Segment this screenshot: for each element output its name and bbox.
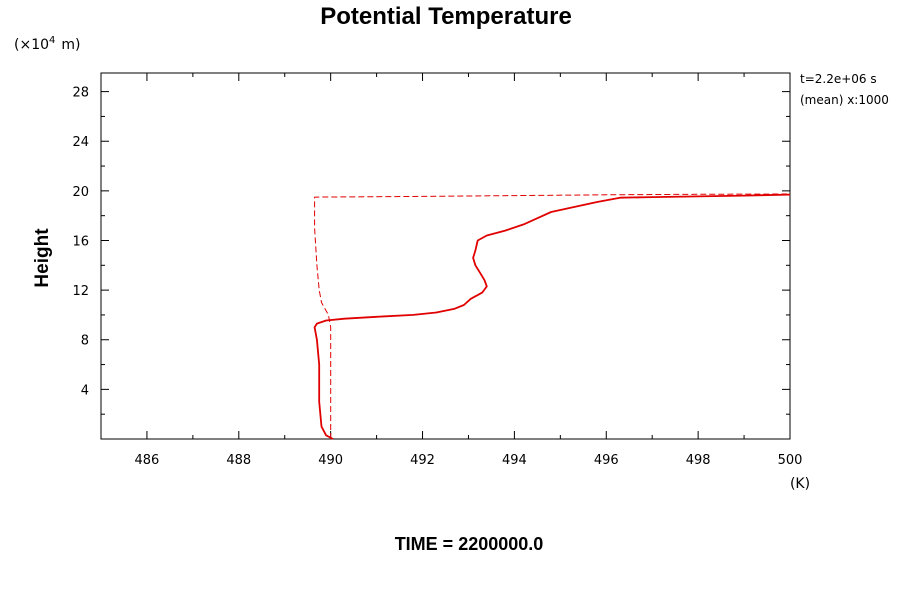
y-scale-prefix: (×10 <box>14 37 49 53</box>
y-tick-label: 16 <box>72 234 89 249</box>
y-scale-unit: m) <box>61 37 80 53</box>
x-tick-label: 496 <box>594 453 619 468</box>
x-tick-label: 492 <box>410 453 435 468</box>
y-tick-label: 4 <box>81 383 89 398</box>
axis-tick-labels: 486 488 490 492 494 496 498 500 4 8 12 16 20 24 28 <box>72 86 802 468</box>
x-tick-label: 488 <box>226 453 251 468</box>
y-tick-label: 24 <box>72 135 89 150</box>
x-tick-label: 490 <box>318 453 343 468</box>
plot-frame <box>100 72 791 440</box>
chart-title: Potential Temperature <box>320 3 572 30</box>
x-tick-label: 494 <box>502 453 527 468</box>
y-tick-label: 12 <box>72 284 89 299</box>
x-tick-label: 486 <box>135 453 160 468</box>
x-tick-label: 500 <box>778 453 803 468</box>
series-line-dashed <box>314 193 791 439</box>
x-tick-label: 498 <box>686 453 711 468</box>
y-axis-label: Height <box>32 228 53 288</box>
y-scale-exponent: 4 <box>49 35 55 46</box>
y-tick-label: 20 <box>72 185 89 200</box>
annotation-mean: (mean) x:1000 <box>800 93 889 107</box>
series-line-solid <box>313 193 791 440</box>
annotation-time: t=2.2e+06 s <box>800 72 877 86</box>
time-footer: TIME = 2200000.0 <box>395 534 544 554</box>
y-tick-label: 8 <box>81 334 89 349</box>
series-group <box>313 193 791 440</box>
y-tick-label: 28 <box>72 86 89 101</box>
y-scale-label: (×104 m) <box>14 35 81 53</box>
axis-ticks <box>100 73 791 439</box>
x-unit-label: (K) <box>790 476 810 492</box>
